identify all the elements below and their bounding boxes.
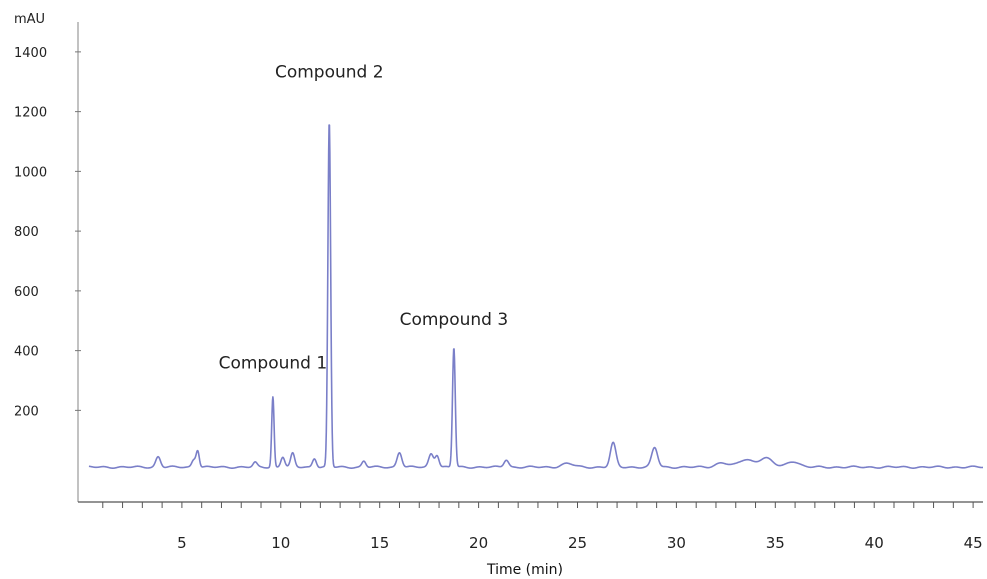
x-axis-title: Time (min) (486, 562, 563, 578)
x-tick-label: 40 (865, 534, 884, 552)
peak-annotations: Compound 1 Compound 2 Compound 3 (219, 62, 509, 373)
y-tick-label: 400 (14, 345, 39, 360)
peak-annotation: Compound 1 (219, 354, 328, 374)
x-tick-label: 5 (177, 534, 187, 552)
chromatogram-trace (88, 124, 984, 469)
x-tick-label: 30 (667, 534, 686, 552)
x-tick-label: 10 (271, 534, 290, 552)
y-axis-ticks: 200 400 600 800 1000 1200 1400 (14, 46, 81, 419)
y-tick-label: 800 (14, 225, 39, 240)
y-tick-label: 600 (14, 285, 39, 300)
x-tick-label: 20 (469, 534, 488, 552)
x-axis-ticks: 5 10 15 20 25 30 35 40 45 (102, 502, 983, 552)
y-tick-label: 1200 (14, 106, 47, 121)
x-tick-label: 35 (766, 534, 785, 552)
y-tick-label: 1400 (14, 46, 47, 61)
y-axis-unit-label: mAU (14, 12, 45, 27)
x-tick-label: 45 (964, 534, 983, 552)
y-tick-label: 200 (14, 404, 39, 419)
x-tick-label: 15 (370, 534, 389, 552)
peak-annotation: Compound 2 (275, 62, 384, 82)
x-tick-label: 25 (568, 534, 587, 552)
peak-annotation: Compound 3 (400, 310, 509, 330)
y-tick-label: 1000 (14, 165, 47, 180)
